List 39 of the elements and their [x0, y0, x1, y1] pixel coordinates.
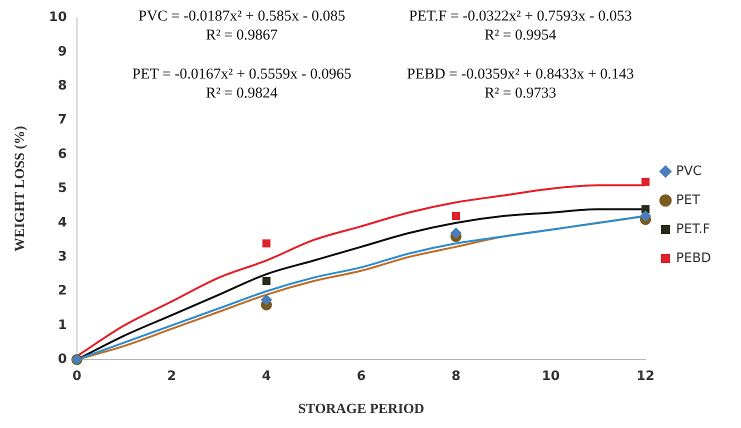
point: [262, 239, 270, 248]
point: [450, 228, 462, 239]
point: [641, 178, 650, 186]
y-tick-label: 7: [58, 112, 67, 128]
annotation: PEBD = -0.0359x² + 0.8433x + 0.143: [406, 66, 634, 83]
annotation: R² = 0.9954: [484, 28, 557, 44]
annotation: R² = 0.9867: [206, 28, 278, 44]
x-tick-label: 6: [356, 368, 366, 384]
legend-label: PET: [676, 192, 700, 208]
point: [640, 210, 652, 222]
x-tick-label: 10: [542, 368, 560, 384]
point: [262, 276, 270, 286]
legend-label: PVC: [676, 164, 702, 179]
annotation: R² = 0.9824: [206, 86, 278, 102]
point: [452, 212, 460, 220]
y-tick-label: 1: [58, 318, 67, 333]
y-tick-label: 6: [58, 146, 67, 162]
y-tick-label: 0: [58, 352, 67, 367]
y-tick-label: 3: [58, 249, 67, 264]
y-tick-label: 2: [58, 284, 67, 299]
annotation: PVC = -0.0187x² + 0.585x - 0.085: [138, 8, 346, 25]
x-tick-label: 8: [451, 368, 460, 384]
point: [260, 294, 272, 306]
y-axis-title: WEIGHT LOSS (%): [13, 125, 28, 252]
x-tick-label: 0: [72, 368, 82, 384]
y-tick-label: 9: [58, 44, 67, 60]
x-tick-label: 4: [262, 368, 271, 384]
y-tick-label: 4: [58, 215, 67, 230]
x-axis-title: STORAGE PERIOD: [298, 402, 424, 418]
y-tick-label: 5: [58, 181, 67, 196]
x-tick-label: 12: [636, 368, 655, 384]
annotation: R² = 0.9733: [484, 86, 556, 102]
y-tick-label: 8: [58, 78, 67, 94]
legend-label: PET.F: [676, 222, 710, 237]
legend-label: PEBD: [676, 250, 711, 266]
x-tick-label: 2: [167, 368, 176, 384]
annotation: PET = -0.0167x² + 0.5559x - 0.0965: [132, 66, 352, 83]
y-tick-label: 10: [48, 10, 67, 26]
annotation: PET.F = -0.0322x² + 0.7593x - 0.053: [409, 8, 632, 25]
